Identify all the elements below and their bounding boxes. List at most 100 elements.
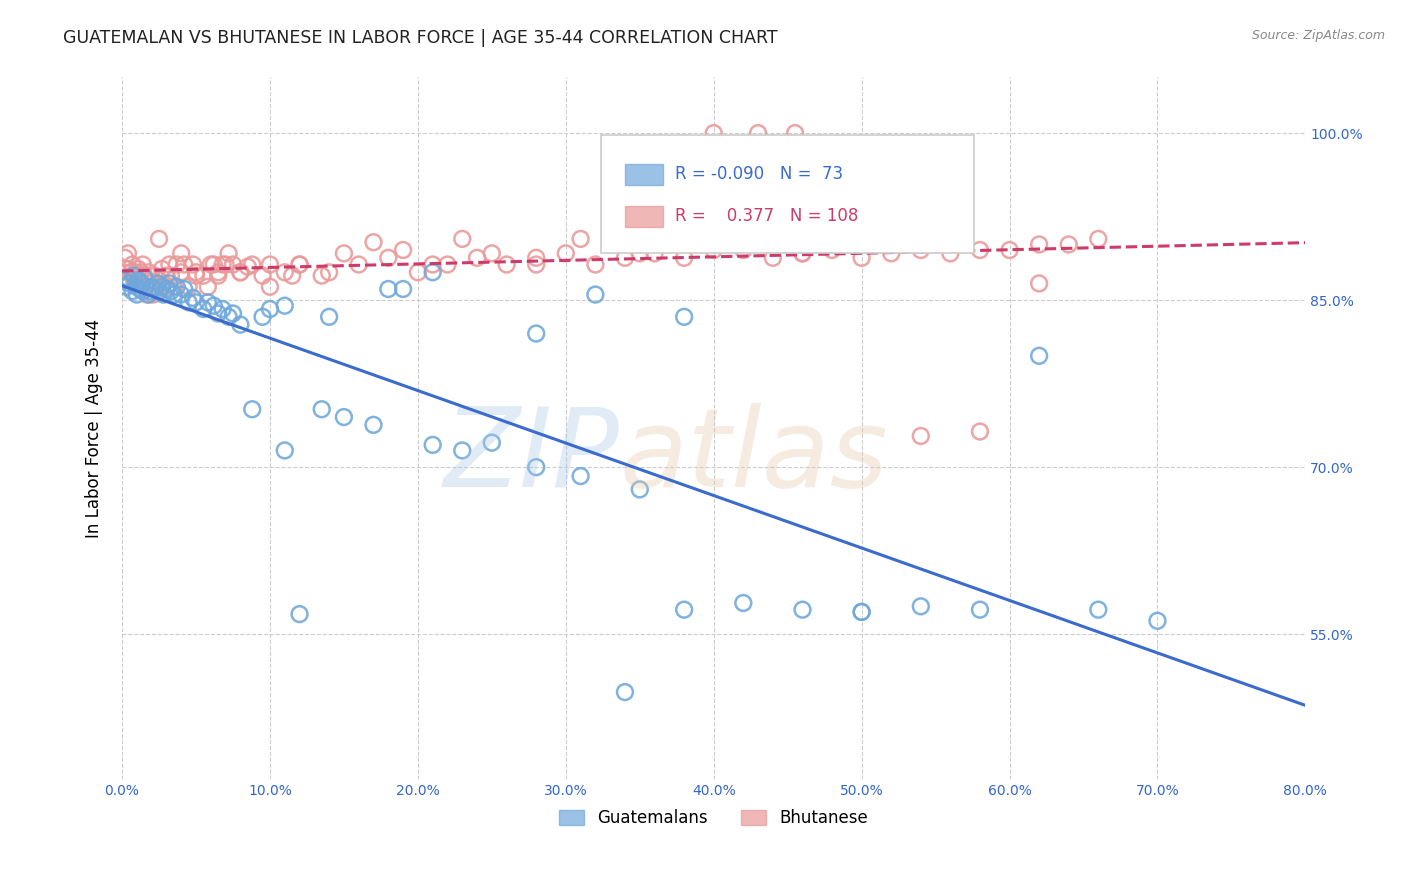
- Point: [211, 258, 233, 272]
- Point: [143, 268, 166, 283]
- Point: [222, 306, 245, 320]
- Point: [821, 243, 844, 257]
- Point: [122, 273, 145, 287]
- Point: [1028, 277, 1050, 291]
- Point: [422, 258, 444, 272]
- Point: [138, 287, 160, 301]
- Point: [910, 599, 932, 614]
- Point: [554, 246, 576, 260]
- Point: [673, 251, 696, 265]
- Point: [733, 232, 755, 246]
- Point: [214, 258, 236, 272]
- Point: [703, 126, 725, 140]
- Point: [197, 295, 219, 310]
- Point: [150, 262, 173, 277]
- Text: R = -0.090   N =  73: R = -0.090 N = 73: [675, 165, 842, 183]
- Point: [157, 258, 180, 272]
- Point: [274, 265, 297, 279]
- Point: [406, 265, 429, 279]
- Point: [792, 602, 814, 616]
- Point: [124, 278, 146, 293]
- Point: [910, 429, 932, 443]
- Point: [569, 469, 592, 483]
- Point: [152, 287, 174, 301]
- Point: [218, 246, 240, 260]
- Point: [129, 265, 152, 279]
- Point: [333, 246, 356, 260]
- Text: GUATEMALAN VS BHUTANESE IN LABOR FORCE | AGE 35-44 CORRELATION CHART: GUATEMALAN VS BHUTANESE IN LABOR FORCE |…: [63, 29, 778, 46]
- Point: [177, 295, 200, 310]
- Point: [211, 301, 233, 316]
- Point: [880, 246, 903, 260]
- Point: [628, 483, 651, 497]
- Point: [259, 301, 281, 316]
- Point: [184, 295, 207, 310]
- Point: [733, 243, 755, 257]
- Point: [259, 279, 281, 293]
- Point: [197, 279, 219, 293]
- Point: [202, 258, 225, 272]
- Point: [128, 282, 150, 296]
- Point: [792, 246, 814, 260]
- Point: [910, 243, 932, 257]
- Point: [112, 273, 135, 287]
- Point: [207, 265, 229, 279]
- Point: [569, 232, 592, 246]
- Point: [200, 258, 222, 272]
- Legend: Guatemalans, Bhutanese: Guatemalans, Bhutanese: [553, 803, 875, 834]
- Point: [138, 265, 160, 279]
- Point: [129, 277, 152, 291]
- Point: [148, 273, 170, 287]
- Point: [524, 258, 547, 272]
- Point: [148, 284, 170, 298]
- Point: [136, 287, 159, 301]
- Point: [146, 277, 169, 291]
- Point: [969, 425, 991, 439]
- Point: [202, 299, 225, 313]
- Point: [1057, 237, 1080, 252]
- Point: [274, 443, 297, 458]
- Point: [762, 251, 785, 265]
- Point: [851, 251, 873, 265]
- Point: [240, 402, 263, 417]
- Point: [998, 243, 1021, 257]
- Point: [481, 246, 503, 260]
- Point: [673, 602, 696, 616]
- Point: [851, 232, 873, 246]
- FancyBboxPatch shape: [602, 135, 974, 252]
- Point: [311, 268, 333, 283]
- Point: [481, 435, 503, 450]
- Bar: [626, 206, 662, 227]
- Point: [177, 279, 200, 293]
- Point: [673, 220, 696, 235]
- Point: [121, 258, 143, 272]
- Point: [318, 265, 340, 279]
- Point: [142, 287, 165, 301]
- Point: [1028, 349, 1050, 363]
- Point: [451, 232, 474, 246]
- Point: [495, 258, 517, 272]
- Text: R =    0.377   N = 108: R = 0.377 N = 108: [675, 207, 858, 226]
- Point: [155, 268, 177, 283]
- Point: [132, 284, 155, 298]
- Point: [148, 232, 170, 246]
- Point: [851, 605, 873, 619]
- Point: [120, 265, 142, 279]
- Point: [157, 277, 180, 291]
- Point: [465, 251, 488, 265]
- Point: [614, 685, 637, 699]
- Point: [145, 279, 167, 293]
- Point: [236, 260, 259, 274]
- Point: [422, 438, 444, 452]
- Point: [155, 282, 177, 296]
- Point: [703, 243, 725, 257]
- Point: [524, 326, 547, 341]
- Point: [229, 318, 252, 332]
- Point: [311, 402, 333, 417]
- Point: [132, 258, 155, 272]
- Point: [115, 262, 138, 277]
- Point: [193, 268, 215, 283]
- Point: [644, 246, 666, 260]
- Point: [121, 284, 143, 298]
- Point: [125, 287, 148, 301]
